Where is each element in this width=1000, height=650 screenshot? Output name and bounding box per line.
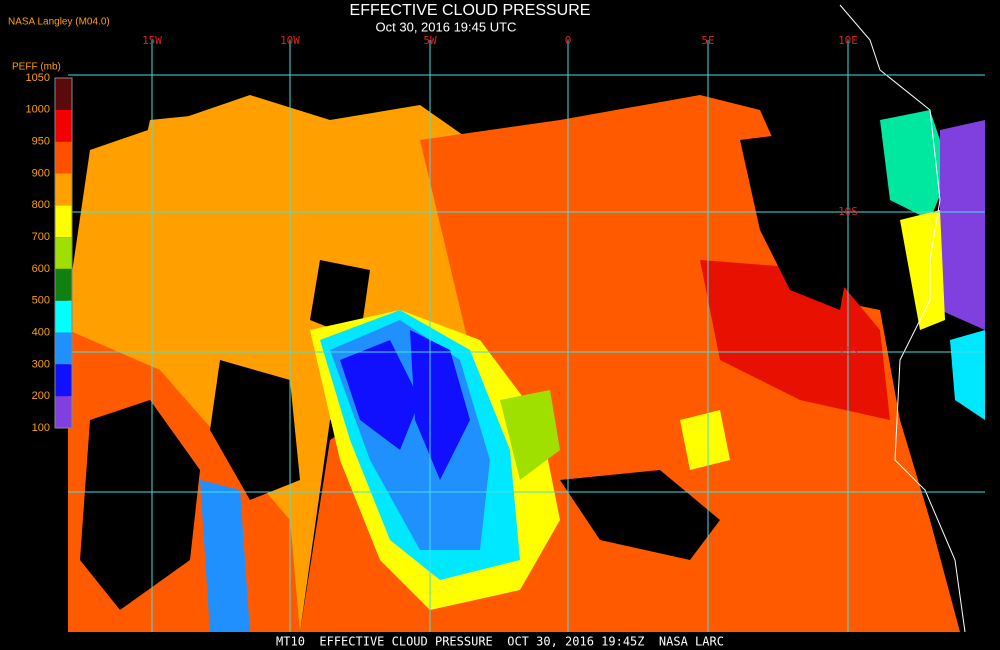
colorbar-swatch (55, 237, 72, 269)
lon-label: 5W (423, 34, 437, 47)
lon-label: 0 (565, 34, 572, 47)
colorbar-tick: 1000 (26, 104, 50, 116)
colorbar-swatch (55, 300, 72, 333)
colorbar-tick: 950 (32, 136, 50, 148)
lat-label: 15S (838, 345, 858, 358)
footer: MT10 EFFECTIVE CLOUD PRESSURE OCT 30, 20… (276, 635, 724, 649)
colorbar-tick: 700 (32, 231, 50, 243)
colorbar-frame (54, 77, 73, 429)
colorbar-tick: 800 (32, 199, 50, 211)
colorbar-swatch (55, 78, 72, 110)
colorbar-swatch (55, 268, 72, 301)
subtitle: Oct 30, 2016 19:45 UTC (376, 19, 517, 34)
colorbar-tick: 500 (32, 295, 50, 307)
colorbar-tick: 400 (32, 326, 50, 338)
lon-label: 10W (280, 34, 300, 47)
colorbar-tick: 100 (32, 422, 50, 434)
lon-label: 5E (701, 34, 714, 47)
lat-label: 10S (838, 205, 858, 218)
colorbar-swatch (55, 396, 72, 428)
colorbar-tick: 200 (32, 390, 50, 402)
lon-label: 10E (838, 34, 858, 47)
cloud-imagery (68, 4, 985, 633)
colorbar-tick: 900 (32, 167, 50, 179)
lon-label: 15W (142, 34, 162, 47)
colorbar-label: PEFF (mb) (12, 62, 61, 73)
colorbar-swatch (55, 332, 72, 365)
colorbar-swatch (55, 173, 72, 206)
colorbar-tick: 1050 (26, 72, 50, 84)
colorbar-tick: 600 (32, 263, 50, 275)
colorbar-swatch (55, 364, 72, 397)
colorbar-swatch (55, 205, 72, 238)
title: EFFECTIVE CLOUD PRESSURE (350, 2, 591, 19)
colorbar-swatch (55, 109, 72, 142)
colorbar-swatch (55, 141, 72, 174)
colorbar-tick: 300 (32, 358, 50, 370)
source: NASA Langley (M04.0) (8, 17, 110, 28)
